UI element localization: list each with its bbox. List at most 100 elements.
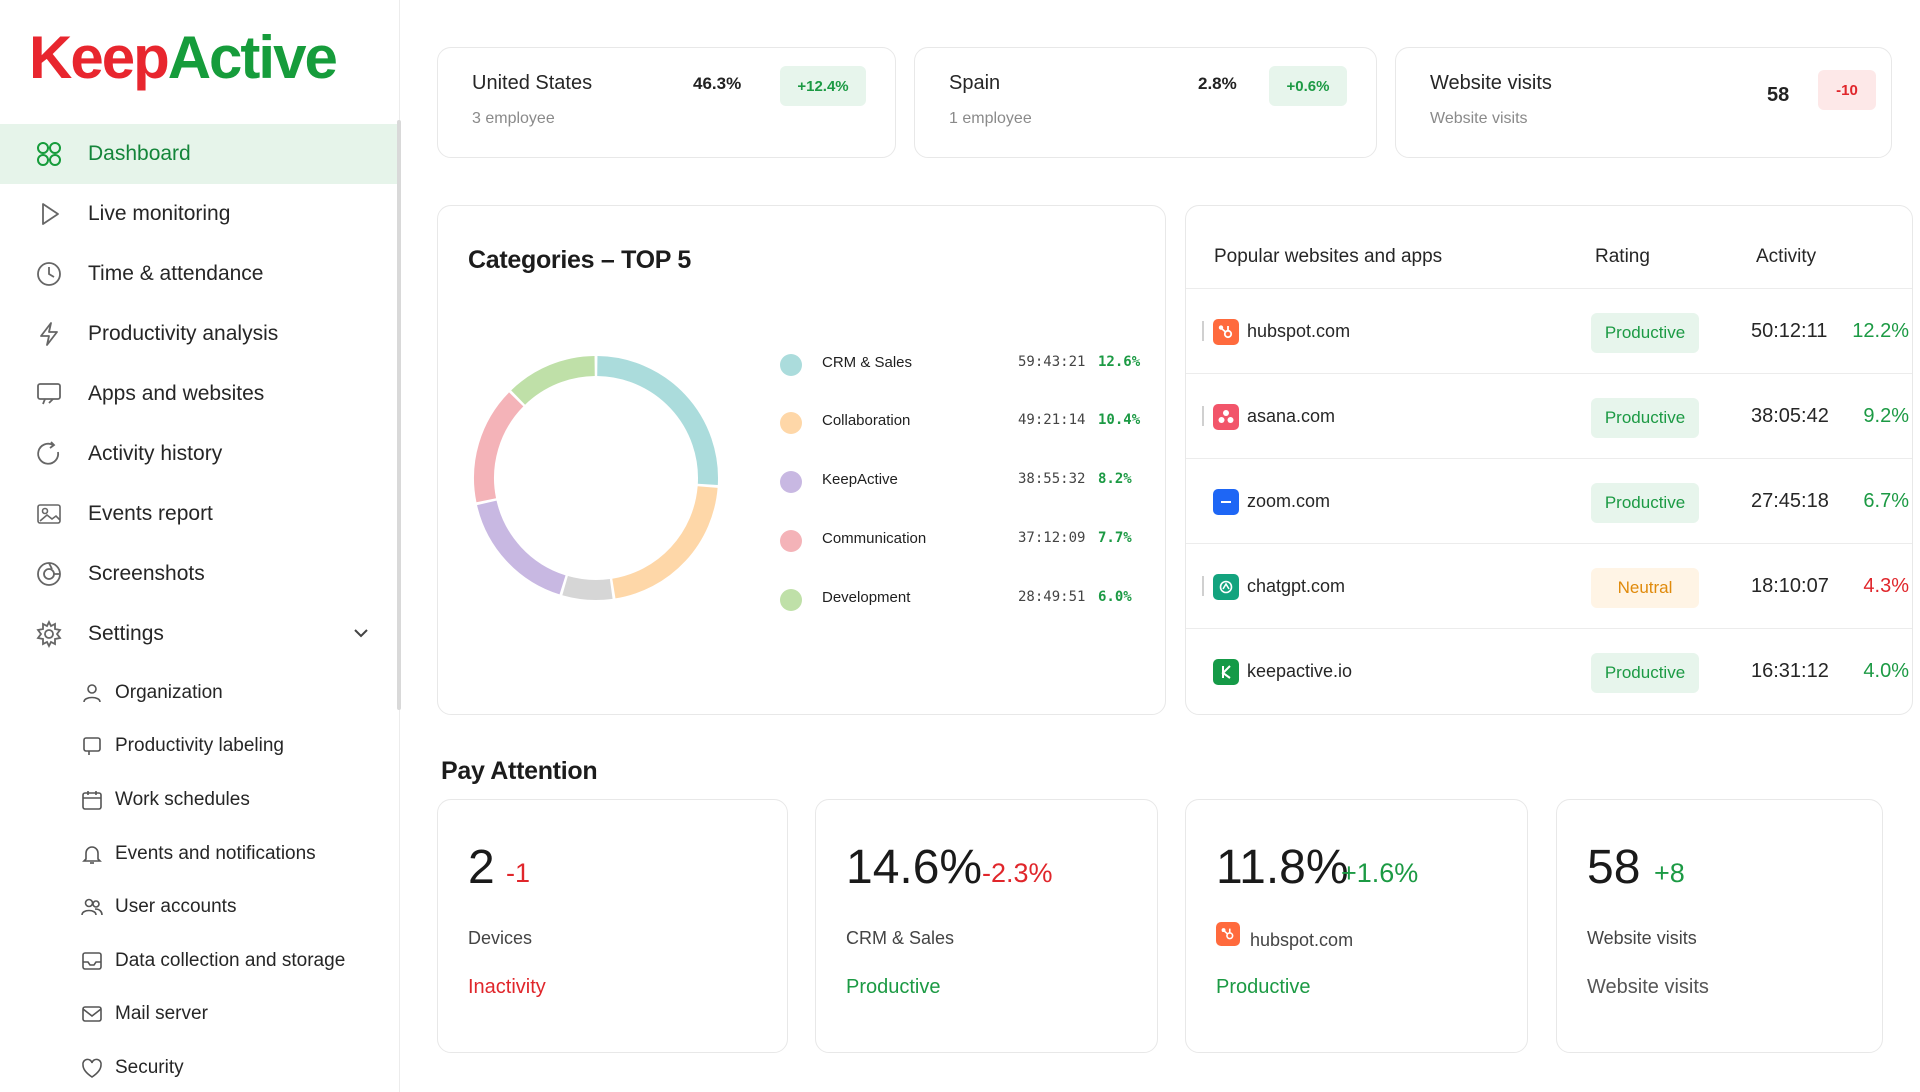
pay-attention-card-crm[interactable]: 14.6% -2.3% CRM & Sales Productive	[815, 799, 1158, 1053]
stat-name: United States	[472, 72, 593, 94]
table-row[interactable]: keepactive.io Productive 16:31:12 4.0%	[1186, 628, 1912, 713]
sub-data-collection[interactable]: Data collection and storage	[0, 934, 400, 988]
pay-attention-card-hubspot[interactable]: 11.8% +1.6% hubspot.com Productive	[1185, 799, 1528, 1053]
stat-name: Website visits	[1430, 72, 1552, 94]
activity-pct: 6.7%	[1863, 490, 1909, 512]
change-badge: -10	[1818, 70, 1876, 110]
column-header-name: Popular websites and apps	[1214, 246, 1443, 267]
sub-work-schedules[interactable]: Work schedules	[0, 773, 400, 827]
legend-name: Development	[822, 589, 911, 606]
metric-label: Website visits	[1587, 928, 1697, 948]
pay-attention-card-website-visits[interactable]: 58 +8 Website visits Website visits	[1556, 799, 1883, 1053]
categories-card: Categories – TOP 5 CRM & Sales 59:43:21 …	[437, 205, 1166, 715]
nav-label: Time & attendance	[88, 262, 264, 285]
legend-dot	[780, 354, 802, 376]
stat-value: 2.8%	[1198, 74, 1237, 93]
table-row[interactable]: asana.com Productive 38:05:42 9.2%	[1186, 373, 1912, 458]
nav-settings[interactable]: Settings	[0, 604, 401, 664]
legend-pct: 10.4%	[1098, 412, 1141, 428]
nav-screenshots[interactable]: Screenshots	[0, 544, 401, 604]
main-nav: Dashboard Live monitoring Time & attenda…	[0, 124, 401, 664]
camera-icon	[34, 559, 64, 589]
logo[interactable]: KeepActive	[29, 22, 338, 94]
nav-label: Apps and websites	[88, 382, 265, 405]
nav-dashboard[interactable]: Dashboard	[0, 124, 401, 184]
sidebar-scrollbar[interactable]	[397, 120, 401, 710]
rating-badge: Productive	[1591, 653, 1699, 693]
clock-icon	[34, 259, 64, 289]
table-row[interactable]: zoom.com Productive 27:45:18 6.7%	[1186, 458, 1912, 543]
site-name: asana.com	[1247, 406, 1336, 426]
sub-productivity-labeling[interactable]: Productivity labeling	[0, 720, 400, 774]
table-row[interactable]: hubspot.com Productive 50:12:11 12.2%	[1186, 288, 1912, 373]
stat-card-united-states[interactable]: United States 3 employee 46.3% +12.4%	[437, 47, 896, 158]
metric-value: 58	[1587, 841, 1641, 894]
gallery-icon	[34, 499, 64, 529]
sub-label: Work schedules	[115, 788, 250, 810]
metric-value: 14.6%	[846, 841, 983, 894]
asana-icon	[1213, 404, 1239, 430]
row-marker	[1202, 576, 1204, 596]
hubspot-icon	[1213, 319, 1239, 345]
legend-dot	[780, 471, 802, 493]
users-icon	[80, 895, 104, 919]
activity-time: 18:10:07	[1751, 575, 1829, 597]
legend-item: Communication 37:12:09 7.7%	[780, 525, 1160, 555]
stat-card-spain[interactable]: Spain 1 employee 2.8% +0.6%	[914, 47, 1377, 158]
donut-slice-collaboration	[612, 486, 718, 599]
stat-sub: 3 employee	[472, 110, 555, 127]
table-row[interactable]: chatgpt.com Neutral 18:10:07 4.3%	[1186, 543, 1912, 628]
activity-time: 50:12:11	[1751, 320, 1828, 342]
nav-label: Settings	[88, 622, 164, 645]
column-header-activity[interactable]: Activity	[1756, 246, 1817, 267]
pay-attention-card-devices[interactable]: 2 -1 Devices Inactivity	[437, 799, 788, 1053]
legend-dot	[780, 530, 802, 552]
sub-security[interactable]: Security	[0, 1041, 400, 1092]
categories-title: Categories – TOP 5	[468, 246, 691, 274]
tag-icon	[80, 734, 104, 758]
chevron-down-icon[interactable]	[350, 622, 372, 644]
metric-delta: -2.3%	[982, 858, 1053, 888]
metric-label: hubspot.com	[1250, 930, 1354, 950]
nav-time-attendance[interactable]: Time & attendance	[0, 244, 401, 304]
nav-activity-history[interactable]: Activity history	[0, 424, 401, 484]
storage-icon	[80, 949, 104, 973]
change-badge: +12.4%	[780, 66, 866, 106]
nav-events-report[interactable]: Events report	[0, 484, 401, 544]
nav-apps-websites[interactable]: Apps and websites	[0, 364, 401, 424]
nav-live-monitoring[interactable]: Live monitoring	[0, 184, 401, 244]
nav-label: Events report	[88, 502, 213, 525]
activity-pct: 9.2%	[1863, 405, 1909, 427]
sub-label: Mail server	[115, 1003, 208, 1025]
change-badge: +0.6%	[1269, 66, 1347, 106]
logo-keep: Keep	[29, 24, 170, 91]
hubspot-icon	[1216, 922, 1240, 946]
row-marker	[1202, 406, 1204, 426]
metric-value: 2	[468, 841, 495, 894]
sub-user-accounts[interactable]: User accounts	[0, 880, 400, 934]
zoom-icon	[1213, 489, 1239, 515]
categories-donut-chart	[474, 356, 718, 600]
sub-mail-server[interactable]: Mail server	[0, 988, 400, 1042]
mail-icon	[80, 1002, 104, 1026]
sub-organization[interactable]: Organization	[0, 666, 400, 720]
nav-productivity-analysis[interactable]: Productivity analysis	[0, 304, 401, 364]
sub-events-notifications[interactable]: Events and notifications	[0, 827, 400, 881]
rating-badge: Productive	[1591, 483, 1699, 523]
stat-sub: 1 employee	[949, 110, 1032, 127]
settings-subnav: Organization Productivity labeling Work …	[0, 666, 400, 1092]
stat-card-website-visits[interactable]: Website visits Website visits 58 -10	[1395, 47, 1892, 158]
legend-item: KeepActive 38:55:32 8.2%	[780, 466, 1160, 496]
monitor-icon	[34, 379, 64, 409]
shield-icon	[80, 1056, 104, 1080]
donut-slice-development	[511, 356, 596, 405]
metric-value: 11.8%	[1216, 841, 1349, 894]
sub-label: Security	[115, 1056, 184, 1078]
metric-status: Website visits	[1587, 976, 1709, 998]
history-icon	[34, 439, 64, 469]
logo-active: Active	[167, 24, 338, 91]
chatgpt-icon	[1213, 574, 1239, 600]
pay-attention-title: Pay Attention	[441, 757, 598, 785]
column-header-rating[interactable]: Rating	[1595, 246, 1650, 267]
activity-pct: 4.3%	[1863, 575, 1909, 597]
